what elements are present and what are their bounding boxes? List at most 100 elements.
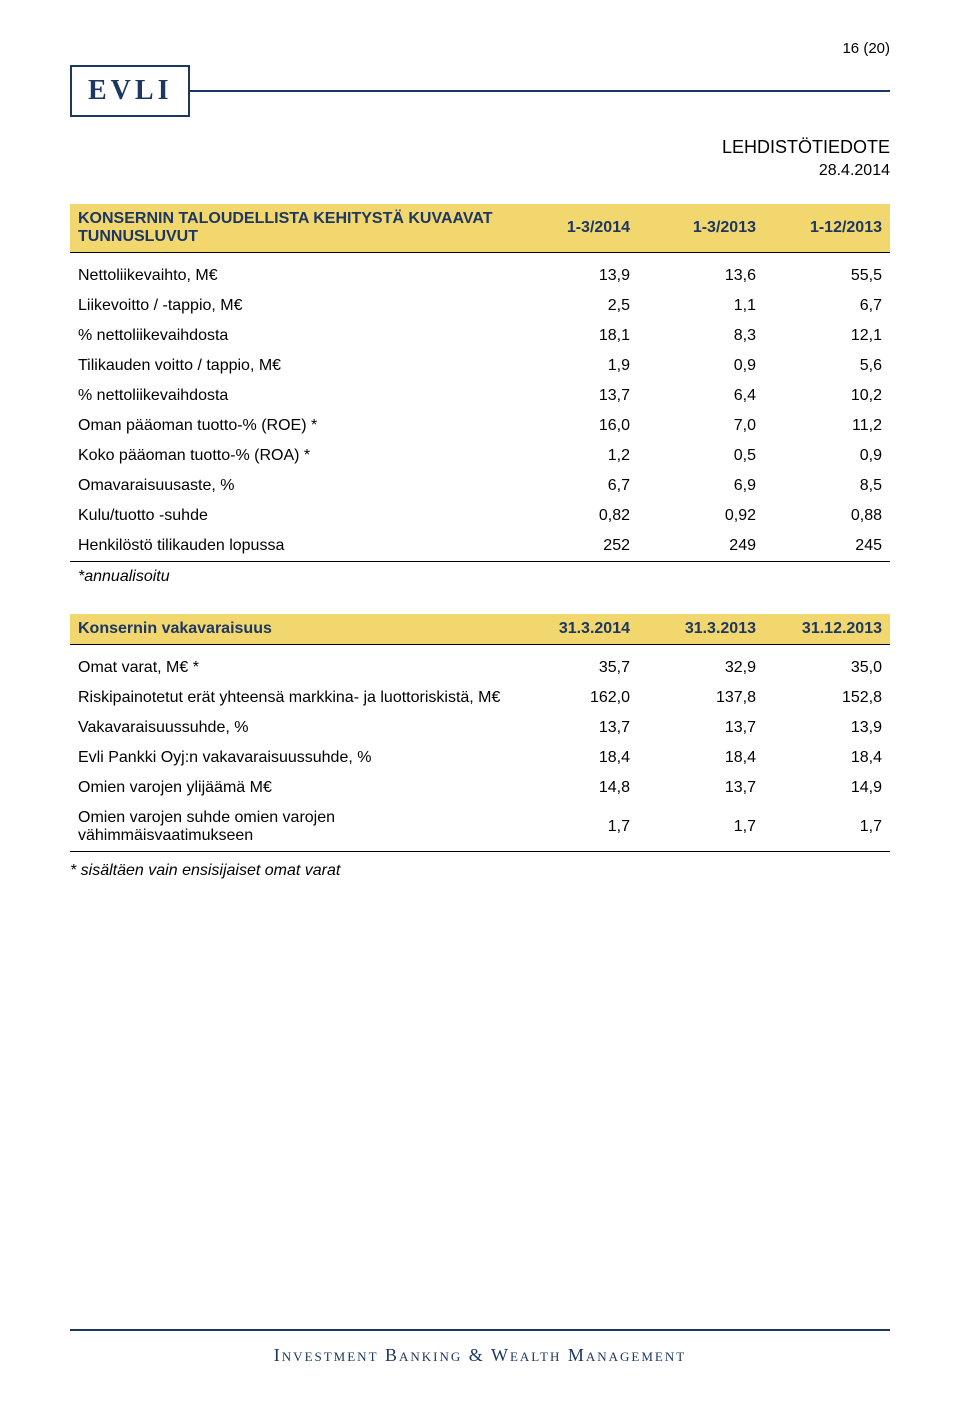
table-row: Liikevoitto / -tappio, M€2,51,16,7 — [70, 291, 890, 321]
row-value: 0,5 — [638, 441, 764, 471]
table-row: Omien varojen suhde omien varojen vähimm… — [70, 803, 890, 852]
row-label: Omien varojen ylijäämä M€ — [70, 773, 512, 803]
table-row: Evli Pankki Oyj:n vakavaraisuussuhde, %1… — [70, 743, 890, 773]
row-value: 5,6 — [764, 351, 890, 381]
solvency-col-2: 31.12.2013 — [764, 614, 890, 645]
table-row: Henkilöstö tilikauden lopussa252249245 — [70, 531, 890, 562]
logo: EVLI — [70, 65, 190, 117]
document-type: LEHDISTÖTIEDOTE — [70, 137, 890, 158]
row-value: 11,2 — [764, 411, 890, 441]
solvency-col-1: 31.3.2013 — [638, 614, 764, 645]
row-value: 8,3 — [638, 321, 764, 351]
page: 16 (20) EVLI LEHDISTÖTIEDOTE 28.4.2014 K… — [0, 0, 960, 1421]
row-value: 13,9 — [512, 261, 638, 291]
row-value: 1,7 — [512, 803, 638, 852]
row-value: 55,5 — [764, 261, 890, 291]
table-row: Vakavaraisuussuhde, %13,713,713,9 — [70, 713, 890, 743]
footer-text: Investment Banking & Wealth Management — [0, 1345, 960, 1366]
row-value: 6,9 — [638, 471, 764, 501]
table-row: Nettoliikevaihto, M€13,913,655,5 — [70, 261, 890, 291]
row-label: *annualisoitu — [70, 562, 512, 593]
row-value: 13,9 — [764, 713, 890, 743]
row-value: 14,9 — [764, 773, 890, 803]
row-label: Koko pääoman tuotto-% (ROA) * — [70, 441, 512, 471]
row-value: 10,2 — [764, 381, 890, 411]
document-date: 28.4.2014 — [70, 162, 890, 180]
row-value: 245 — [764, 531, 890, 562]
row-value: 18,4 — [512, 743, 638, 773]
row-value: 13,7 — [512, 381, 638, 411]
row-value: 0,82 — [512, 501, 638, 531]
row-label: Riskipainotetut erät yhteensä markkina- … — [70, 683, 512, 713]
row-value: 0,9 — [638, 351, 764, 381]
table-row: Oman pääoman tuotto-% (ROE) *16,07,011,2 — [70, 411, 890, 441]
solvency-note: * sisältäen vain ensisijaiset omat varat — [70, 862, 890, 880]
table-row: % nettoliikevaihdosta13,76,410,2 — [70, 381, 890, 411]
row-value: 12,1 — [764, 321, 890, 351]
table-row: Riskipainotetut erät yhteensä markkina- … — [70, 683, 890, 713]
table-row: Omien varojen ylijäämä M€14,813,714,9 — [70, 773, 890, 803]
row-label: Omat varat, M€ * — [70, 653, 512, 683]
row-value: 1,2 — [512, 441, 638, 471]
header-logo-line: EVLI — [70, 65, 890, 117]
row-label: Vakavaraisuussuhde, % — [70, 713, 512, 743]
solvency-table: Konsernin vakavaraisuus 31.3.2014 31.3.2… — [70, 614, 890, 852]
row-label: Nettoliikevaihto, M€ — [70, 261, 512, 291]
row-label: Kulu/tuotto -suhde — [70, 501, 512, 531]
row-value — [638, 562, 764, 593]
page-number: 16 (20) — [70, 40, 890, 57]
row-value: 1,7 — [764, 803, 890, 852]
row-value: 32,9 — [638, 653, 764, 683]
table-row: Kulu/tuotto -suhde0,820,920,88 — [70, 501, 890, 531]
row-label: Omavaraisuusaste, % — [70, 471, 512, 501]
row-value: 13,7 — [638, 773, 764, 803]
table-row: Tilikauden voitto / tappio, M€1,90,95,6 — [70, 351, 890, 381]
header-rule — [188, 90, 890, 92]
row-label: Evli Pankki Oyj:n vakavaraisuussuhde, % — [70, 743, 512, 773]
row-value: 0,88 — [764, 501, 890, 531]
row-value: 249 — [638, 531, 764, 562]
row-value: 162,0 — [512, 683, 638, 713]
row-label: Omien varojen suhde omien varojen vähimm… — [70, 803, 512, 852]
row-value: 252 — [512, 531, 638, 562]
row-value: 18,4 — [638, 743, 764, 773]
row-value: 8,5 — [764, 471, 890, 501]
row-value: 7,0 — [638, 411, 764, 441]
row-value: 137,8 — [638, 683, 764, 713]
row-label: Tilikauden voitto / tappio, M€ — [70, 351, 512, 381]
row-value: 0,9 — [764, 441, 890, 471]
kpi-col-1: 1-3/2013 — [638, 204, 764, 253]
row-value: 13,7 — [512, 713, 638, 743]
kpi-table: KONSERNIN TALOUDELLISTA KEHITYSTÄ KUVAAV… — [70, 204, 890, 592]
row-value — [764, 562, 890, 593]
kpi-table-header-row: KONSERNIN TALOUDELLISTA KEHITYSTÄ KUVAAV… — [70, 204, 890, 253]
table-row: Omavaraisuusaste, %6,76,98,5 — [70, 471, 890, 501]
row-value: 18,4 — [764, 743, 890, 773]
row-value — [512, 562, 638, 593]
row-label: % nettoliikevaihdosta — [70, 381, 512, 411]
kpi-col-2: 1-12/2013 — [764, 204, 890, 253]
table-row: % nettoliikevaihdosta18,18,312,1 — [70, 321, 890, 351]
row-value: 35,0 — [764, 653, 890, 683]
row-value: 13,7 — [638, 713, 764, 743]
row-value: 18,1 — [512, 321, 638, 351]
row-value: 13,6 — [638, 261, 764, 291]
kpi-table-title: KONSERNIN TALOUDELLISTA KEHITYSTÄ KUVAAV… — [70, 204, 512, 253]
row-value: 6,4 — [638, 381, 764, 411]
row-label: % nettoliikevaihdosta — [70, 321, 512, 351]
row-value: 6,7 — [512, 471, 638, 501]
row-value: 6,7 — [764, 291, 890, 321]
table-row: Omat varat, M€ *35,732,935,0 — [70, 653, 890, 683]
footer-rule — [70, 1329, 890, 1331]
solvency-col-0: 31.3.2014 — [512, 614, 638, 645]
row-value: 14,8 — [512, 773, 638, 803]
row-value: 1,9 — [512, 351, 638, 381]
row-label: Oman pääoman tuotto-% (ROE) * — [70, 411, 512, 441]
table-row: Koko pääoman tuotto-% (ROA) *1,20,50,9 — [70, 441, 890, 471]
row-value: 16,0 — [512, 411, 638, 441]
kpi-col-0: 1-3/2014 — [512, 204, 638, 253]
row-value: 35,7 — [512, 653, 638, 683]
row-label: Liikevoitto / -tappio, M€ — [70, 291, 512, 321]
row-value: 1,1 — [638, 291, 764, 321]
solvency-table-header-row: Konsernin vakavaraisuus 31.3.2014 31.3.2… — [70, 614, 890, 645]
